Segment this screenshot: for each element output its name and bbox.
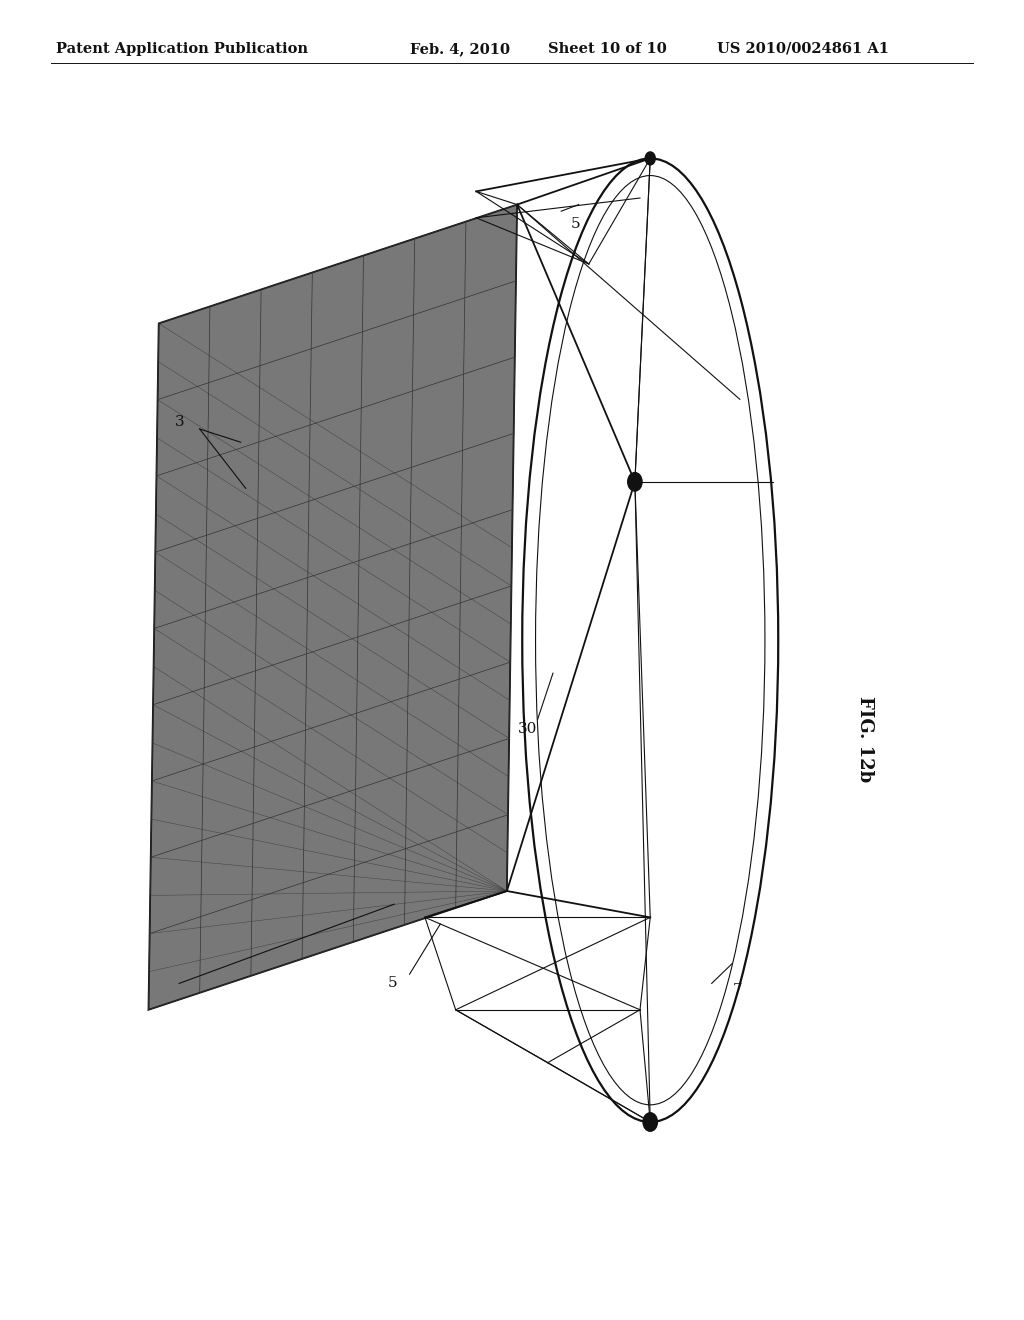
Text: 7: 7 [732, 983, 742, 997]
Text: 5: 5 [570, 218, 581, 231]
Circle shape [645, 152, 655, 165]
Text: Sheet 10 of 10: Sheet 10 of 10 [548, 42, 667, 55]
Polygon shape [148, 205, 517, 1010]
Circle shape [628, 473, 642, 491]
Text: Feb. 4, 2010: Feb. 4, 2010 [410, 42, 510, 55]
Text: Patent Application Publication: Patent Application Publication [56, 42, 308, 55]
Text: FIG. 12b: FIG. 12b [856, 696, 874, 783]
Text: US 2010/0024861 A1: US 2010/0024861 A1 [717, 42, 889, 55]
Text: 3: 3 [174, 416, 184, 429]
Circle shape [643, 1113, 657, 1131]
Text: 30: 30 [518, 722, 537, 735]
Text: 5: 5 [387, 977, 397, 990]
